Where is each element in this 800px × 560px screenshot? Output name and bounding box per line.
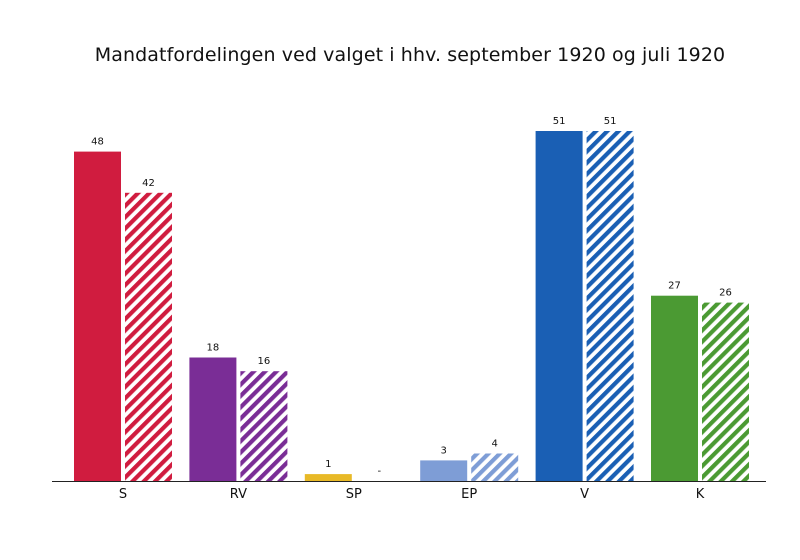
chart-title: Mandatfordelingen ved valget i hhv. sept… (94, 44, 726, 66)
value-label-rv-hatched: 16 (258, 356, 271, 367)
bar-k-hatched (702, 302, 749, 481)
bar-ep-hatched (471, 453, 519, 481)
value-label-v-solid: 51 (553, 116, 566, 127)
value-label-ep-hatched: 4 (492, 439, 498, 450)
bar-v-hatched (586, 131, 634, 481)
value-label-k-hatched: 26 (719, 288, 732, 299)
x-tick-label-k: K (696, 487, 705, 502)
x-tick-label-s: S (119, 487, 127, 502)
bar-ep-solid (420, 460, 468, 481)
value-label-ep-solid: 3 (441, 445, 447, 456)
value-label-k-solid: 27 (668, 281, 681, 292)
x-tick-label-ep: EP (461, 487, 477, 502)
bar-s-hatched (125, 192, 172, 482)
bar-rv-solid (189, 357, 237, 481)
bar-s-solid (74, 151, 121, 481)
bar-v-solid (535, 131, 583, 481)
x-tick-label-v: V (580, 487, 589, 502)
value-label-rv-solid: 18 (207, 343, 220, 354)
value-label-s-solid: 48 (91, 137, 104, 148)
x-tick-label-rv: RV (230, 487, 247, 502)
x-tick-label-sp: SP (346, 487, 362, 502)
bar-k-solid (651, 295, 698, 481)
value-label-sp-solid: 1 (325, 459, 331, 470)
bar-rv-hatched (240, 371, 288, 481)
value-label-s-hatched: 42 (142, 178, 155, 189)
value-label-sp-hatched: - (377, 466, 381, 477)
value-label-v-hatched: 51 (604, 116, 617, 127)
bar-sp-solid (304, 474, 352, 481)
